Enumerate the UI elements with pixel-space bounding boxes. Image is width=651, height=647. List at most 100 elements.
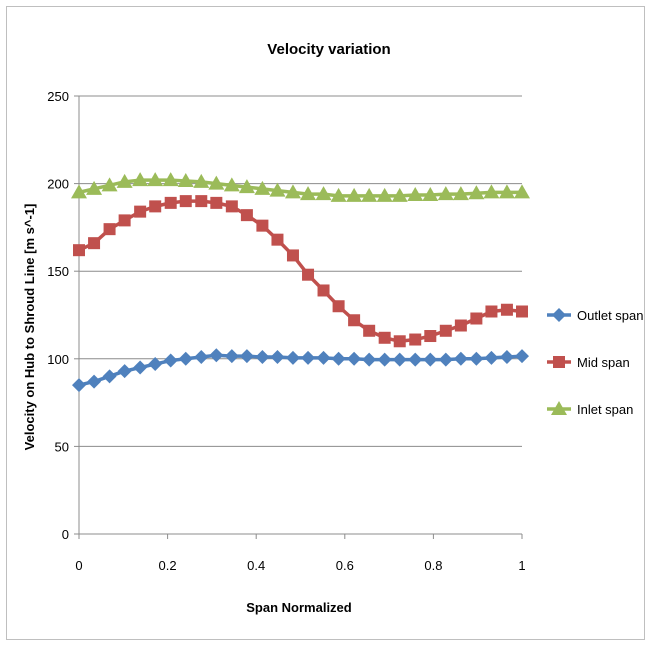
data-point-outlet-span (72, 378, 86, 393)
data-point-mid-span (409, 333, 422, 346)
data-point-mid-span (73, 244, 85, 257)
grid-lines (79, 95, 522, 447)
x-tick-labels: 0 0.2 0.4 0.6 0.8 1 (75, 558, 525, 573)
data-point-outlet-span (163, 353, 178, 368)
data-point-outlet-span (331, 351, 346, 366)
data-point-inlet-span (208, 175, 225, 190)
legend-marker (552, 308, 566, 322)
data-point-outlet-span (469, 351, 484, 366)
data-point-mid-span (118, 214, 131, 227)
data-point-outlet-span (515, 349, 529, 364)
data-point-inlet-span (86, 180, 103, 195)
axes (74, 95, 523, 539)
data-point-mid-span (332, 300, 345, 313)
data-point-inlet-span (330, 187, 347, 202)
data-point-outlet-span (178, 351, 193, 366)
y-axis-label: Velocity on Hub to Shroud Line [m s^-1] (22, 204, 37, 451)
data-point-outlet-span (117, 364, 132, 379)
y-tick-label: 0 (62, 527, 69, 542)
data-point-inlet-span (71, 184, 87, 199)
data-point-mid-span (317, 284, 330, 297)
data-point-inlet-span (422, 186, 439, 201)
data-point-inlet-span (238, 179, 255, 194)
data-point-outlet-span (148, 357, 163, 372)
legend-entry-inlet-span: Inlet span (547, 401, 633, 417)
data-point-mid-span (424, 330, 437, 343)
data-point-inlet-span (269, 182, 286, 197)
y-tick-labels: 0 50 100 150 200 250 (47, 89, 69, 542)
data-point-inlet-span (162, 172, 179, 187)
data-point-outlet-span (453, 351, 468, 366)
data-point-inlet-span (147, 172, 164, 187)
data-point-outlet-span (377, 352, 392, 367)
data-point-inlet-span (407, 186, 424, 201)
x-axis-label: Span Normalized (246, 600, 352, 615)
data-point-mid-span (149, 200, 162, 213)
x-tick-label: 0.8 (424, 558, 442, 573)
series-mid-span (73, 195, 528, 348)
data-point-mid-span (393, 335, 406, 348)
data-point-inlet-span (391, 187, 408, 202)
legend-marker (551, 401, 567, 415)
legend-entry-mid-span: Mid span (547, 355, 630, 370)
data-point-inlet-span (132, 172, 149, 187)
x-tick-label: 0.6 (336, 558, 354, 573)
legend-marker (553, 356, 565, 368)
data-point-outlet-span (438, 352, 453, 367)
series-outlet-span (72, 348, 529, 393)
data-point-outlet-span (499, 350, 514, 365)
data-point-mid-span (516, 305, 528, 318)
data-point-mid-span (470, 312, 483, 325)
chart-frame: Velocity variation 0 50 100 150 200 250 0 0.2 0… (6, 6, 645, 640)
data-point-outlet-span (423, 352, 438, 367)
legend-label: Outlet span (577, 308, 644, 323)
x-tick-label: 0.2 (159, 558, 177, 573)
legend: Outlet span Mid span Inlet span (547, 308, 644, 417)
x-tick-label: 0 (75, 558, 82, 573)
data-point-inlet-span (514, 184, 530, 199)
data-point-inlet-span (376, 187, 393, 202)
data-point-inlet-span (284, 184, 301, 199)
data-point-inlet-span (300, 186, 317, 201)
legend-entry-outlet-span: Outlet span (547, 308, 644, 323)
data-point-outlet-span (484, 350, 499, 365)
data-point-outlet-span (239, 349, 254, 364)
series-layer (71, 172, 530, 393)
data-point-inlet-span (483, 184, 500, 199)
y-tick-label: 100 (47, 352, 69, 367)
data-point-mid-span (286, 249, 299, 262)
data-point-mid-span (134, 205, 147, 218)
data-point-inlet-span (254, 180, 271, 195)
data-point-mid-span (179, 195, 192, 208)
data-point-outlet-span (224, 349, 239, 364)
x-tick-label: 0.4 (247, 558, 265, 573)
data-point-mid-span (88, 237, 101, 250)
data-point-outlet-span (316, 350, 331, 365)
chart-title: Velocity variation (267, 41, 390, 58)
data-point-mid-span (485, 305, 498, 318)
data-point-mid-span (225, 200, 238, 213)
legend-label: Inlet span (577, 402, 633, 417)
y-tick-label: 250 (47, 89, 69, 104)
data-point-inlet-span (346, 187, 363, 202)
data-point-inlet-span (116, 173, 133, 188)
data-point-mid-span (454, 319, 467, 332)
data-point-inlet-span (452, 186, 469, 201)
data-point-inlet-span (437, 186, 454, 201)
x-tick-label: 1 (518, 558, 525, 573)
data-point-outlet-span (270, 350, 285, 365)
data-point-mid-span (164, 196, 177, 209)
data-point-mid-span (240, 209, 253, 222)
data-point-mid-span (271, 233, 284, 246)
data-point-mid-span (210, 196, 223, 209)
data-point-outlet-span (209, 348, 224, 363)
y-tick-label: 200 (47, 177, 69, 192)
data-point-inlet-span (193, 173, 210, 188)
data-point-outlet-span (194, 350, 209, 365)
data-point-mid-span (348, 314, 361, 327)
data-point-inlet-span (223, 177, 240, 192)
data-point-outlet-span (392, 352, 407, 367)
data-point-mid-span (378, 331, 391, 344)
data-point-inlet-span (177, 172, 194, 187)
